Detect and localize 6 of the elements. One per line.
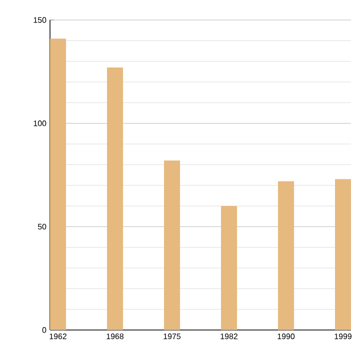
bar: [50, 38, 66, 330]
bar: [164, 160, 180, 330]
bar: [221, 206, 238, 330]
bar: [278, 181, 294, 330]
bar: [335, 179, 352, 330]
bar: [107, 68, 123, 330]
